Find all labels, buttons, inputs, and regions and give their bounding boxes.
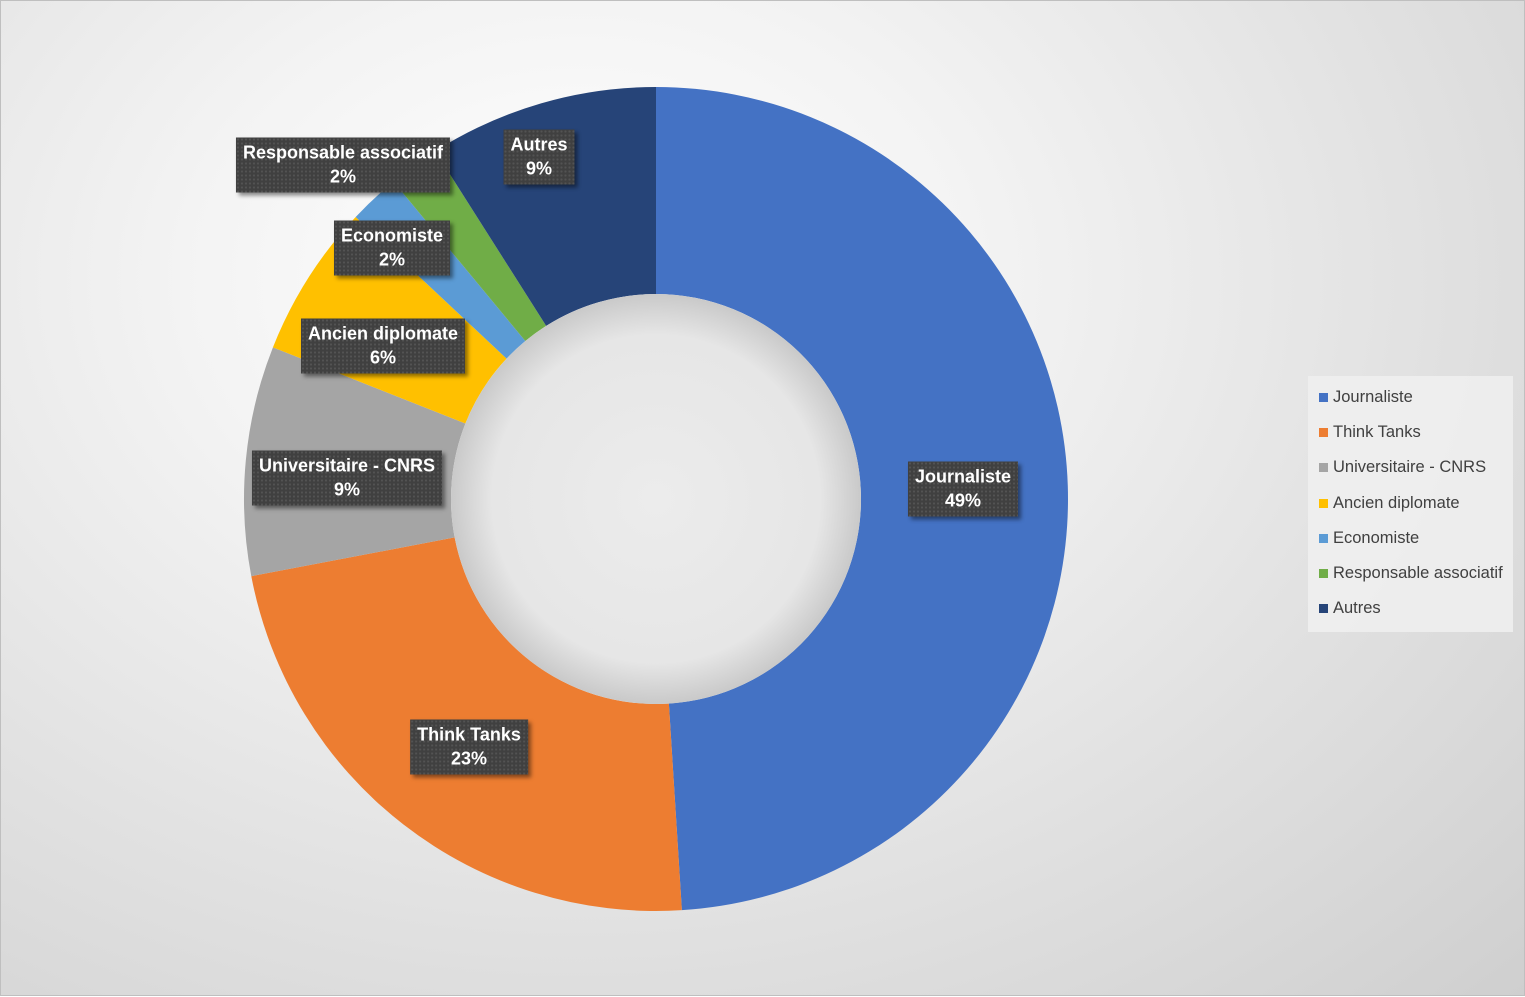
- legend-label: Ancien diplomate: [1333, 493, 1460, 512]
- legend-swatch: [1319, 533, 1328, 543]
- legend-label: Think Tanks: [1333, 423, 1421, 442]
- data-label-value: 2%: [378, 249, 405, 270]
- data-label-category: Universitaire - CNRS: [258, 455, 436, 476]
- data-label-category: Journaliste: [914, 466, 1012, 487]
- legend-item-think-tanks: Think Tanks: [1308, 415, 1513, 450]
- legend-swatch: [1319, 463, 1328, 473]
- legend-label: Autres: [1333, 599, 1381, 618]
- legend-item-responsable-associatif: Responsable associatif: [1308, 556, 1513, 591]
- legend-swatch: [1319, 428, 1328, 438]
- legend-item-journaliste: Journaliste: [1308, 380, 1513, 415]
- data-label-ancien-diplomate: Ancien diplomate 6%: [300, 318, 466, 374]
- data-label-think-tanks: Think Tanks 23%: [410, 719, 528, 775]
- legend-label: Responsable associatif: [1333, 564, 1503, 583]
- legend-swatch: [1319, 569, 1328, 579]
- data-label-value: 2%: [329, 166, 357, 187]
- data-label-category: Economiste: [340, 225, 444, 246]
- slice-responsable-associatif: [393, 151, 547, 342]
- data-label-value: 9%: [525, 158, 553, 179]
- data-label-value: 49%: [944, 490, 982, 511]
- data-label-journaliste: Journaliste 49%: [907, 461, 1019, 517]
- data-label-economiste: Economiste 2%: [333, 220, 451, 276]
- data-label-value: 6%: [369, 347, 396, 368]
- data-label-responsable-associatif: Responsable associatif 2%: [235, 137, 451, 193]
- data-label-universitaire-cnrs: Universitaire - CNRS 9%: [251, 450, 443, 506]
- data-label-value: 23%: [450, 748, 488, 769]
- legend-label: Universitaire - CNRS: [1333, 458, 1487, 477]
- legend-swatch: [1319, 393, 1328, 403]
- data-label-autres: Autres 9%: [503, 129, 575, 185]
- data-label-category: Responsable associatif: [242, 142, 444, 163]
- legend-label: Journaliste: [1333, 388, 1413, 407]
- data-label-category: Think Tanks: [417, 724, 521, 745]
- slice-autres: [435, 87, 656, 326]
- slice-journaliste: [656, 87, 1069, 911]
- legend-swatch: [1319, 498, 1328, 508]
- legend-item-ancien-diplomate: Ancien diplomate: [1308, 486, 1513, 521]
- data-label-category: Autres: [510, 134, 568, 155]
- donut-hole: [451, 294, 861, 704]
- legend-item-economiste: Economiste: [1308, 521, 1513, 556]
- legend-item-autres: Autres: [1308, 591, 1513, 626]
- data-label-category: Ancien diplomate: [307, 323, 459, 344]
- legend-swatch: [1319, 604, 1328, 614]
- legend-item-universitaire-cnrs: Universitaire - CNRS: [1308, 450, 1513, 485]
- legend-label: Economiste: [1333, 528, 1420, 547]
- data-label-value: 9%: [333, 479, 360, 500]
- legend: Journaliste Think Tanks Universitaire - CN…: [1308, 376, 1513, 633]
